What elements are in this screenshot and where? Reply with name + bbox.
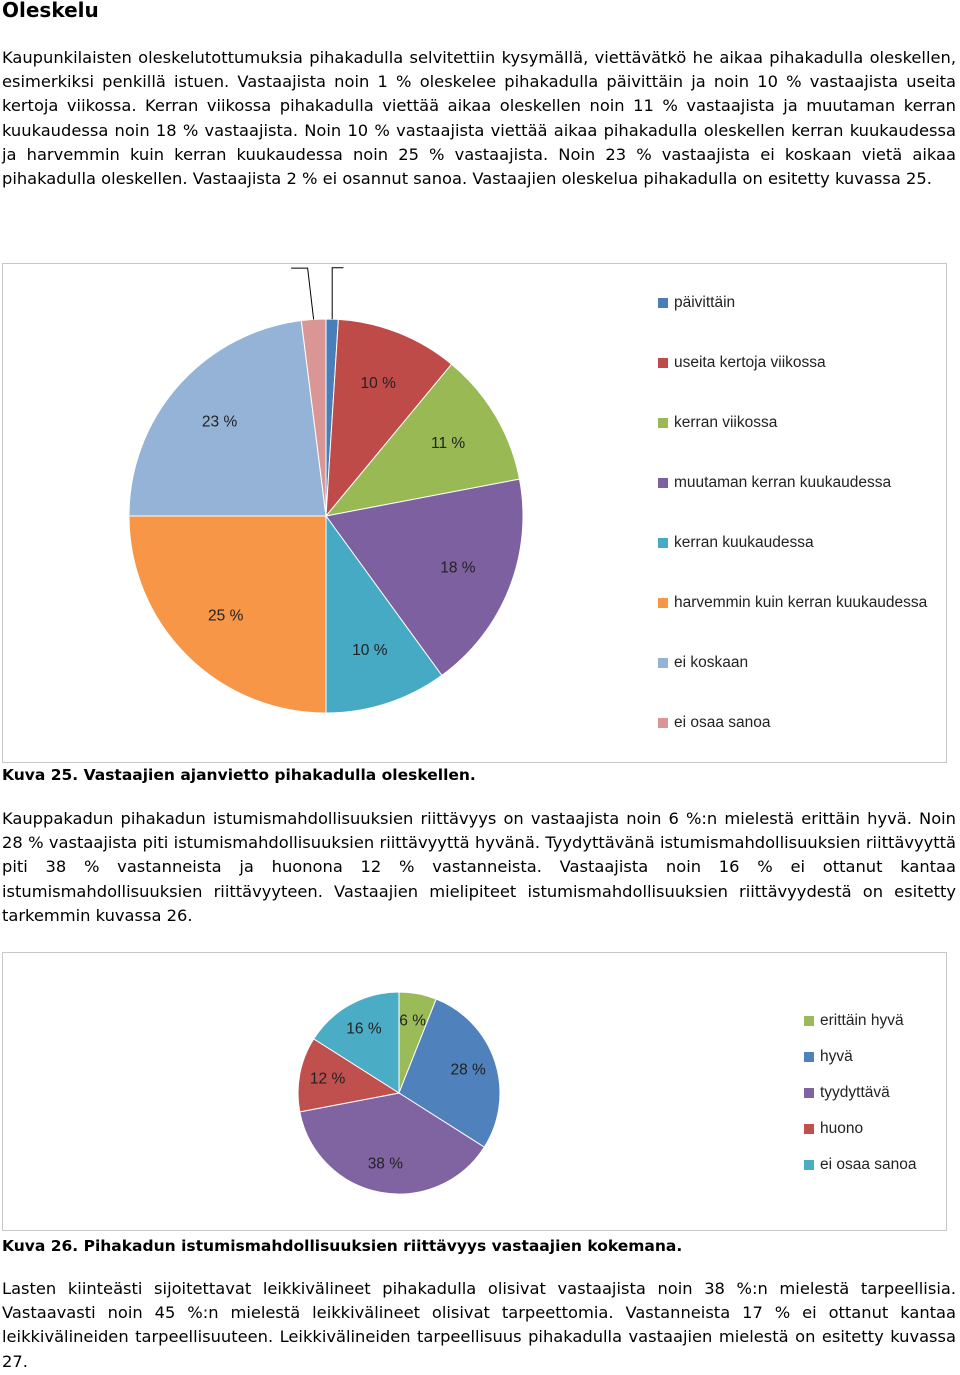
legend-label: tyydyttävä [820,1084,890,1101]
data-label: 6 % [399,1013,426,1030]
data-label: 11 % [431,435,465,452]
legend-swatch [658,538,668,548]
legend-swatch [804,1160,814,1170]
legend-swatch [658,418,668,428]
paragraph: Kaupunkilaisten oleskelutottumuksia piha… [2,48,956,189]
legend-label: ei koskaan [674,654,748,671]
legend-label: huono [820,1120,863,1137]
legend-swatch [804,1124,814,1134]
pie-chart: 6 % 28 % 38 % 12 % 16 % erittäin hyvä hyvä tyyd… [2,952,947,1231]
data-label: 10 % [361,375,397,392]
legend-label: kerran kuukaudessa [674,534,814,551]
caption: Kuva 26. Pihakadun istumismahdollisuuksi… [2,1237,683,1255]
legend-swatch [804,1052,814,1062]
pie-slice [297,1038,401,1113]
pie-slice [128,515,327,714]
data-label: 10 % [352,642,388,659]
leader-line [291,267,315,320]
legend-swatch [658,298,668,308]
caption: Kuva 25. Vastaajien ajanvietto pihakadul… [2,766,476,784]
legend-label: kerran viikossa [674,414,778,431]
legend-swatch [658,358,668,368]
legend-label: päivittäin [674,294,735,311]
legend-label: hyvä [820,1048,853,1065]
data-label: 2 % [278,263,305,268]
data-label: 16 % [346,1020,382,1037]
legend-label: ei osaa sanoa [674,714,771,731]
data-label: 38 % [368,1156,404,1173]
legend-label: harvemmin kuin kerran kuukaudessa [674,594,928,611]
legend-label: ei osaa sanoa [820,1156,917,1173]
pie-slice [313,991,400,1094]
pie-slice [324,363,521,517]
pie-slice [325,514,443,714]
paragraph: Lasten kiinteästi sijoitettavat leikkivä… [2,1279,956,1371]
legend-swatch [658,478,668,488]
legend-swatch [804,1088,814,1098]
data-label: 28 % [450,1062,486,1079]
legend-label: muutaman kerran kuukaudessa [674,474,892,491]
pie-slice [325,478,524,677]
legend-swatch [658,658,668,668]
legend-swatch [658,718,668,728]
paragraph: Kauppakadun pihakadun istumismahdollisuu… [2,809,956,925]
legend-label: erittäin hyvä [820,1012,904,1029]
pie-slice [398,998,501,1148]
leader-line [331,267,344,320]
legend-swatch [658,598,668,608]
legend-label: useita kertoja viikossa [674,354,826,371]
pie-slice [299,1092,485,1195]
data-label: 23 % [202,413,238,430]
data-label: 25 % [208,607,244,624]
data-label: 12 % [310,1070,346,1087]
heading: Oleskelu [2,0,99,22]
pie-slice [325,318,453,518]
legend-swatch [804,1016,814,1026]
data-label: 1 % [330,263,357,268]
pie-slice [128,319,327,517]
pie-chart: 1 % 10 % 11 % 18 % 10 % 25 % 23 % 2 % päivittäin… [2,263,947,763]
data-label: 18 % [440,559,476,576]
